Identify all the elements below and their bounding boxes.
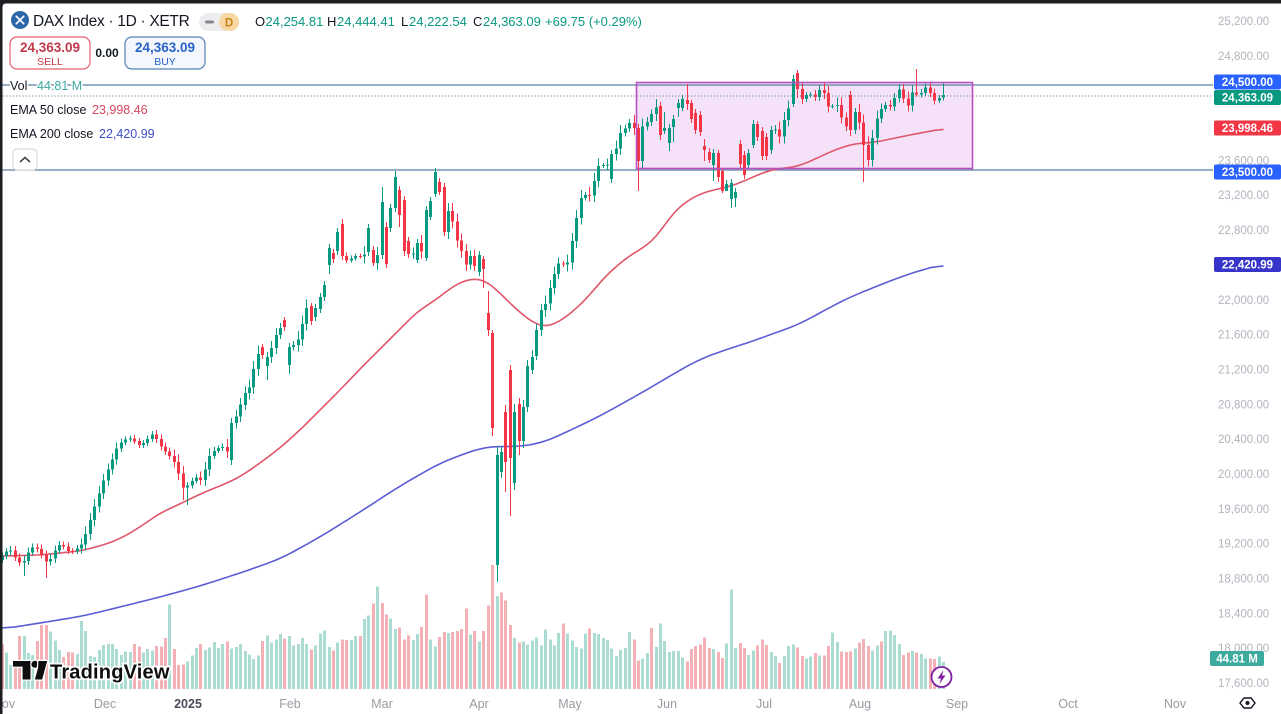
svg-text:2025: 2025: [174, 697, 202, 711]
svg-text:19,200.00: 19,200.00: [1218, 539, 1269, 551]
svg-text:TradingView: TradingView: [50, 662, 170, 684]
svg-text:Apr: Apr: [469, 697, 488, 711]
svg-text:44.81 M: 44.81 M: [37, 79, 82, 93]
svg-text:21,600.00: 21,600.00: [1218, 330, 1269, 342]
svg-text:EMA 50 close: EMA 50 close: [10, 103, 86, 117]
svg-text:0.00: 0.00: [95, 46, 119, 60]
svg-text:Aug: Aug: [849, 697, 871, 711]
svg-text:22,000.00: 22,000.00: [1218, 295, 1269, 307]
svg-text:24,363.09: 24,363.09: [483, 14, 541, 29]
svg-text:H: H: [327, 14, 336, 29]
svg-text:Nov: Nov: [0, 697, 16, 711]
svg-text:17,600.00: 17,600.00: [1218, 678, 1269, 690]
svg-text:Jul: Jul: [756, 697, 772, 711]
svg-text:Vol: Vol: [10, 79, 27, 93]
svg-text:24,222.54: 24,222.54: [409, 14, 467, 29]
svg-text:Jun: Jun: [657, 697, 677, 711]
svg-text:22,420.99: 22,420.99: [99, 127, 155, 141]
svg-text:EMA 200 close: EMA 200 close: [10, 127, 93, 141]
svg-text:+69.75 (+0.29%): +69.75 (+0.29%): [545, 14, 642, 29]
svg-text:SELL: SELL: [37, 56, 63, 68]
svg-text:25,200.00: 25,200.00: [1218, 16, 1269, 28]
svg-text:44.81 M: 44.81 M: [1216, 654, 1258, 666]
svg-text:24,800.00: 24,800.00: [1218, 51, 1269, 63]
svg-text:Mar: Mar: [371, 697, 393, 711]
svg-text:DAX Index · 1D · XETR: DAX Index · 1D · XETR: [33, 13, 190, 30]
svg-text:Feb: Feb: [279, 697, 301, 711]
svg-text:23,200.00: 23,200.00: [1218, 190, 1269, 202]
svg-text:24,254.81: 24,254.81: [266, 14, 324, 29]
svg-text:24,363.09: 24,363.09: [135, 40, 195, 55]
svg-text:22,420.99: 22,420.99: [1222, 260, 1273, 272]
svg-text:Dec: Dec: [94, 697, 116, 711]
svg-text:23,998.46: 23,998.46: [1222, 123, 1273, 135]
svg-text:22,800.00: 22,800.00: [1218, 225, 1269, 237]
svg-text:Sep: Sep: [946, 697, 968, 711]
svg-text:21,200.00: 21,200.00: [1218, 364, 1269, 376]
svg-text:24,444.41: 24,444.41: [337, 14, 395, 29]
svg-text:D: D: [225, 18, 233, 30]
svg-text:18,400.00: 18,400.00: [1218, 608, 1269, 620]
svg-text:24,363.09: 24,363.09: [20, 40, 80, 55]
svg-text:C: C: [473, 14, 482, 29]
svg-text:24,363.09: 24,363.09: [1222, 93, 1273, 105]
svg-text:19,600.00: 19,600.00: [1218, 504, 1269, 516]
svg-text:Nov: Nov: [1164, 697, 1187, 711]
svg-text:L: L: [401, 14, 408, 29]
svg-text:23,998.46: 23,998.46: [92, 103, 148, 117]
svg-text:20,400.00: 20,400.00: [1218, 434, 1269, 446]
svg-text:23,500.00: 23,500.00: [1222, 167, 1273, 179]
svg-text:20,800.00: 20,800.00: [1218, 399, 1269, 411]
svg-text:23,600.00: 23,600.00: [1218, 155, 1269, 167]
svg-text:18,800.00: 18,800.00: [1218, 574, 1269, 586]
svg-text:20,000.00: 20,000.00: [1218, 469, 1269, 481]
svg-text:May: May: [558, 697, 582, 711]
svg-text:Oct: Oct: [1058, 697, 1078, 711]
svg-text:BUY: BUY: [154, 56, 176, 68]
svg-text:O: O: [255, 14, 265, 29]
svg-text:24,500.00: 24,500.00: [1222, 77, 1273, 89]
